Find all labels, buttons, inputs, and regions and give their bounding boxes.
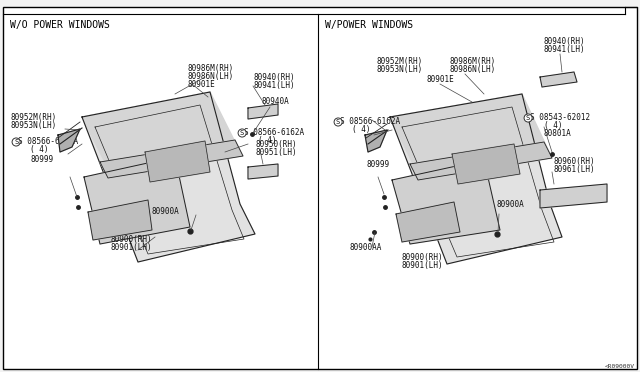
Polygon shape — [88, 200, 152, 240]
Text: 80986M(RH): 80986M(RH) — [188, 64, 234, 73]
Polygon shape — [390, 94, 550, 174]
Text: 80900(RH): 80900(RH) — [110, 235, 152, 244]
Text: 80941(LH): 80941(LH) — [544, 45, 586, 54]
Text: S: S — [526, 115, 531, 121]
Text: 80999: 80999 — [30, 155, 53, 164]
Text: 80961(LH): 80961(LH) — [554, 165, 596, 174]
Text: 80900A: 80900A — [497, 200, 525, 209]
Text: 80940(RH): 80940(RH) — [544, 37, 586, 46]
Text: 80901(LH): 80901(LH) — [110, 243, 152, 252]
Text: 80901E: 80901E — [427, 75, 455, 84]
Polygon shape — [396, 202, 460, 242]
Text: 80940(RH): 80940(RH) — [253, 73, 294, 82]
Text: 80999: 80999 — [367, 160, 390, 169]
Text: 80900(RH): 80900(RH) — [402, 253, 444, 262]
Text: 80960(RH): 80960(RH) — [554, 157, 596, 166]
Text: 80941(LH): 80941(LH) — [253, 81, 294, 90]
Text: ( 4): ( 4) — [544, 121, 563, 130]
Polygon shape — [82, 92, 255, 262]
Text: ( 4): ( 4) — [258, 136, 276, 145]
Text: 80901(LH): 80901(LH) — [402, 261, 444, 270]
Text: S 08566-6162A: S 08566-6162A — [18, 137, 78, 146]
Text: 80951(LH): 80951(LH) — [256, 148, 298, 157]
Polygon shape — [540, 184, 607, 208]
Text: S 08566-6162A: S 08566-6162A — [244, 128, 304, 137]
Text: 80952M(RH): 80952M(RH) — [10, 113, 56, 122]
Text: 80900A: 80900A — [152, 207, 180, 216]
Text: 80901E: 80901E — [188, 80, 216, 89]
Text: W/POWER WINDOWS: W/POWER WINDOWS — [325, 20, 413, 30]
Text: 80940A: 80940A — [262, 97, 290, 106]
Polygon shape — [392, 160, 500, 244]
Text: 80900AA: 80900AA — [350, 243, 382, 252]
Text: 80801A: 80801A — [544, 129, 572, 138]
Polygon shape — [540, 72, 577, 87]
Polygon shape — [100, 140, 243, 178]
Text: <R09000V: <R09000V — [605, 364, 635, 369]
Text: 80953N(LH): 80953N(LH) — [377, 65, 423, 74]
Text: W/O POWER WINDOWS: W/O POWER WINDOWS — [10, 20, 110, 30]
Text: S: S — [14, 139, 19, 145]
Polygon shape — [365, 130, 387, 152]
Text: 80950(RH): 80950(RH) — [256, 140, 298, 149]
Text: 80986M(RH): 80986M(RH) — [450, 57, 496, 66]
Polygon shape — [410, 142, 552, 180]
Polygon shape — [248, 164, 278, 179]
Polygon shape — [248, 104, 278, 119]
Text: S 08566-6162A: S 08566-6162A — [340, 117, 400, 126]
Polygon shape — [145, 141, 210, 182]
Text: ( 4): ( 4) — [30, 145, 49, 154]
Polygon shape — [390, 94, 562, 264]
Polygon shape — [58, 129, 80, 152]
Text: 80953N(LH): 80953N(LH) — [10, 121, 56, 130]
Text: S 08543-62012: S 08543-62012 — [530, 113, 590, 122]
Polygon shape — [82, 92, 240, 172]
Text: S: S — [240, 130, 244, 136]
Text: S: S — [336, 119, 340, 125]
Polygon shape — [452, 144, 520, 184]
Text: 80986N(LH): 80986N(LH) — [188, 72, 234, 81]
Text: ( 4): ( 4) — [352, 125, 371, 134]
Polygon shape — [84, 157, 190, 244]
Text: 80986N(LH): 80986N(LH) — [450, 65, 496, 74]
FancyBboxPatch shape — [3, 7, 637, 369]
Text: 80952M(RH): 80952M(RH) — [377, 57, 423, 66]
